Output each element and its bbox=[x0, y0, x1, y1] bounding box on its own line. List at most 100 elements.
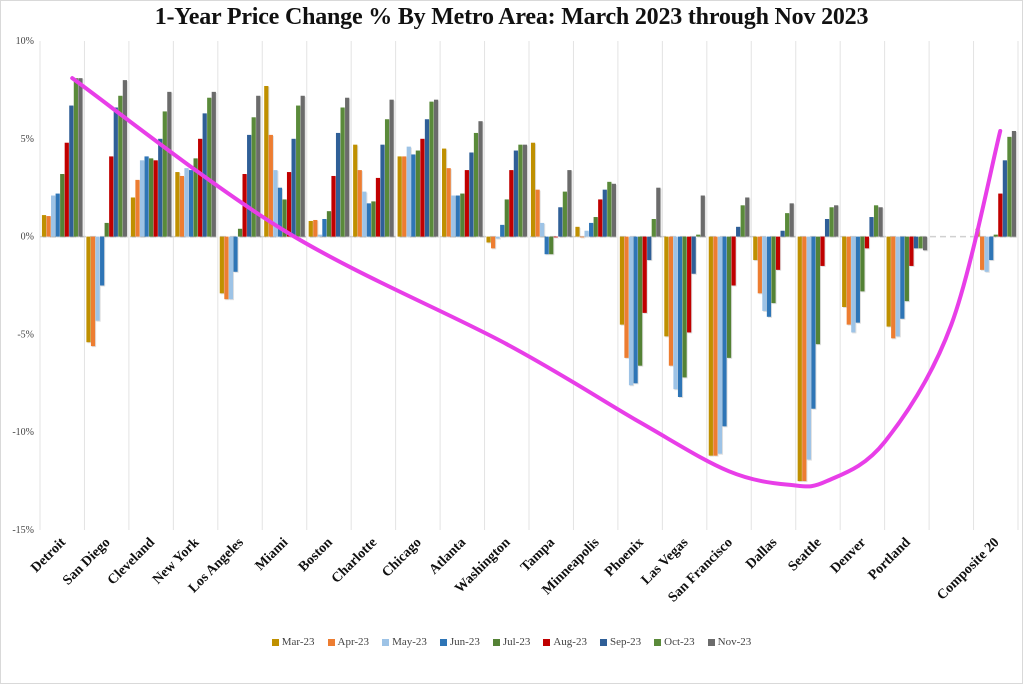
bar-may-23-charlotte bbox=[362, 191, 367, 237]
bar-oct-23-seattle bbox=[829, 207, 834, 237]
legend: Mar-23 Apr-23 May-23 Jun-23 Jul-23 Aug-23 Sep-… bbox=[0, 636, 1023, 648]
bar-shadow bbox=[554, 237, 559, 239]
bar-apr-23-denver bbox=[846, 236, 851, 325]
bar-oct-23-charlotte bbox=[384, 119, 390, 237]
grid-layer bbox=[39, 41, 1019, 530]
x-tick-label: Miami bbox=[253, 535, 292, 574]
bar-apr-23-san-francisco bbox=[713, 236, 718, 456]
legend-label: Jun-23 bbox=[449, 636, 480, 648]
y-tick-label: 10% bbox=[16, 36, 34, 47]
y-axis: 10% 5% 0% -5% -10% -15% bbox=[12, 36, 34, 536]
bar-apr-23-washington bbox=[491, 236, 496, 249]
bar-jun-23-washington bbox=[500, 224, 505, 237]
bar-may-23-phoenix bbox=[628, 236, 634, 386]
x-tick-label: San Diego bbox=[60, 535, 113, 588]
y-tick-label: 5% bbox=[21, 134, 34, 145]
legend-item: Aug-23 bbox=[543, 636, 587, 648]
y-tick-label: -5% bbox=[17, 329, 34, 340]
bar-jun-23-san-francisco bbox=[722, 236, 727, 427]
bar-jul-23-las-vegas bbox=[682, 236, 687, 378]
x-tick-label: Chicago bbox=[379, 535, 424, 580]
bar-nov-23-chicago bbox=[433, 99, 439, 237]
bar-may-23-portland bbox=[895, 236, 900, 337]
legend-swatch bbox=[382, 638, 390, 646]
bar-oct-23-chicago bbox=[429, 101, 434, 237]
bar-oct-23-washington bbox=[518, 144, 523, 237]
bar-mar-23-charlotte bbox=[353, 144, 358, 237]
bar-jul-23-charlotte bbox=[371, 201, 376, 237]
legend-label: Nov-23 bbox=[717, 636, 752, 648]
annotation-layer bbox=[70, 76, 1003, 489]
bar-may-23-san-francisco bbox=[717, 236, 723, 454]
y-tick-label: 0% bbox=[21, 232, 34, 243]
bar-jul-23-dallas bbox=[771, 236, 776, 304]
bars-layer bbox=[41, 78, 1018, 483]
bar-nov-23-phoenix bbox=[656, 187, 661, 237]
bar-sep-23-charlotte bbox=[380, 144, 385, 237]
bar-mar-23-atlanta bbox=[442, 148, 447, 237]
bar-nov-23-atlanta bbox=[478, 121, 483, 237]
bar-sep-23-san-francisco bbox=[736, 226, 741, 237]
y-tick-label: -15% bbox=[12, 525, 34, 536]
x-tick-label: Portland bbox=[866, 535, 914, 583]
bar-nov-23-miami bbox=[300, 95, 305, 237]
bar-apr-23-cleveland bbox=[135, 179, 140, 237]
bar-may-23-washington bbox=[495, 236, 500, 239]
bar-sep-23-los-angeles bbox=[247, 134, 252, 237]
legend-label: Mar-23 bbox=[281, 636, 315, 648]
bar-oct-23-miami bbox=[296, 105, 301, 237]
bar-jul-23-seattle bbox=[815, 236, 821, 345]
bar-oct-23-san-diego bbox=[118, 95, 123, 237]
bar-jul-23-atlanta bbox=[460, 193, 465, 237]
bar-jul-23-cleveland bbox=[149, 158, 154, 237]
bar-may-23-seattle bbox=[806, 236, 811, 460]
x-tick-label: Atlanta bbox=[427, 535, 470, 578]
bar-oct-23-boston bbox=[340, 107, 345, 237]
bar-jun-23-portland bbox=[900, 236, 905, 319]
bar-mar-23-washington bbox=[486, 236, 491, 243]
bar-jun-23-dallas bbox=[766, 236, 772, 317]
legend-swatch bbox=[654, 638, 662, 646]
bar-sep-23-seattle bbox=[824, 218, 830, 237]
bar-jul-23-detroit bbox=[60, 174, 65, 237]
bar-aug-23-atlanta bbox=[464, 170, 469, 237]
bar-mar-23-denver bbox=[842, 236, 847, 308]
bar-mar-23-san-diego bbox=[86, 236, 91, 343]
bar-aug-23-phoenix bbox=[642, 236, 647, 313]
bar-mar-23-cleveland bbox=[130, 197, 136, 237]
bar-nov-23-san-francisco bbox=[745, 197, 750, 237]
legend-item: Oct-23 bbox=[654, 636, 695, 648]
bar-nov-23-seattle bbox=[834, 205, 839, 237]
bar-mar-23-portland bbox=[886, 236, 891, 327]
bar-may-23-minneapolis bbox=[584, 230, 589, 237]
bar-jun-23-phoenix bbox=[633, 236, 638, 384]
bar-mar-23-las-vegas bbox=[664, 236, 669, 337]
bar-oct-23-san-francisco bbox=[740, 205, 745, 237]
legend-swatch bbox=[439, 638, 447, 646]
bar-apr-23-minneapolis bbox=[579, 236, 585, 238]
bar-oct-23-cleveland bbox=[162, 111, 167, 237]
legend-label: Sep-23 bbox=[609, 636, 642, 648]
legend-item: Nov-23 bbox=[707, 636, 752, 648]
bar-aug-23-miami bbox=[286, 172, 292, 237]
x-tick-label: Denver bbox=[828, 535, 869, 576]
bar-jun-23-las-vegas bbox=[677, 236, 683, 397]
bar-may-23-dallas bbox=[762, 236, 767, 311]
bar-mar-23-minneapolis bbox=[575, 226, 580, 237]
x-tick-label: Tampa bbox=[518, 535, 558, 575]
bar-aug-23-tampa bbox=[553, 236, 558, 238]
bar-nov-23-boston bbox=[345, 97, 350, 237]
bar-oct-23-new-york bbox=[207, 97, 212, 237]
bar-oct-23-las-vegas bbox=[696, 234, 701, 237]
bar-nov-23-new-york bbox=[211, 91, 216, 237]
bar-jun-23-denver bbox=[855, 236, 860, 323]
bar-sep-23-minneapolis bbox=[602, 189, 607, 237]
bar-nov-23-los-angeles bbox=[256, 95, 261, 237]
legend-item: Apr-23 bbox=[327, 636, 369, 648]
bar-shadow bbox=[697, 235, 702, 238]
x-tick-label: Dallas bbox=[743, 535, 780, 572]
legend-swatch bbox=[599, 638, 607, 646]
bar-jun-23-atlanta bbox=[455, 195, 460, 237]
bar-may-23-detroit bbox=[51, 195, 56, 237]
